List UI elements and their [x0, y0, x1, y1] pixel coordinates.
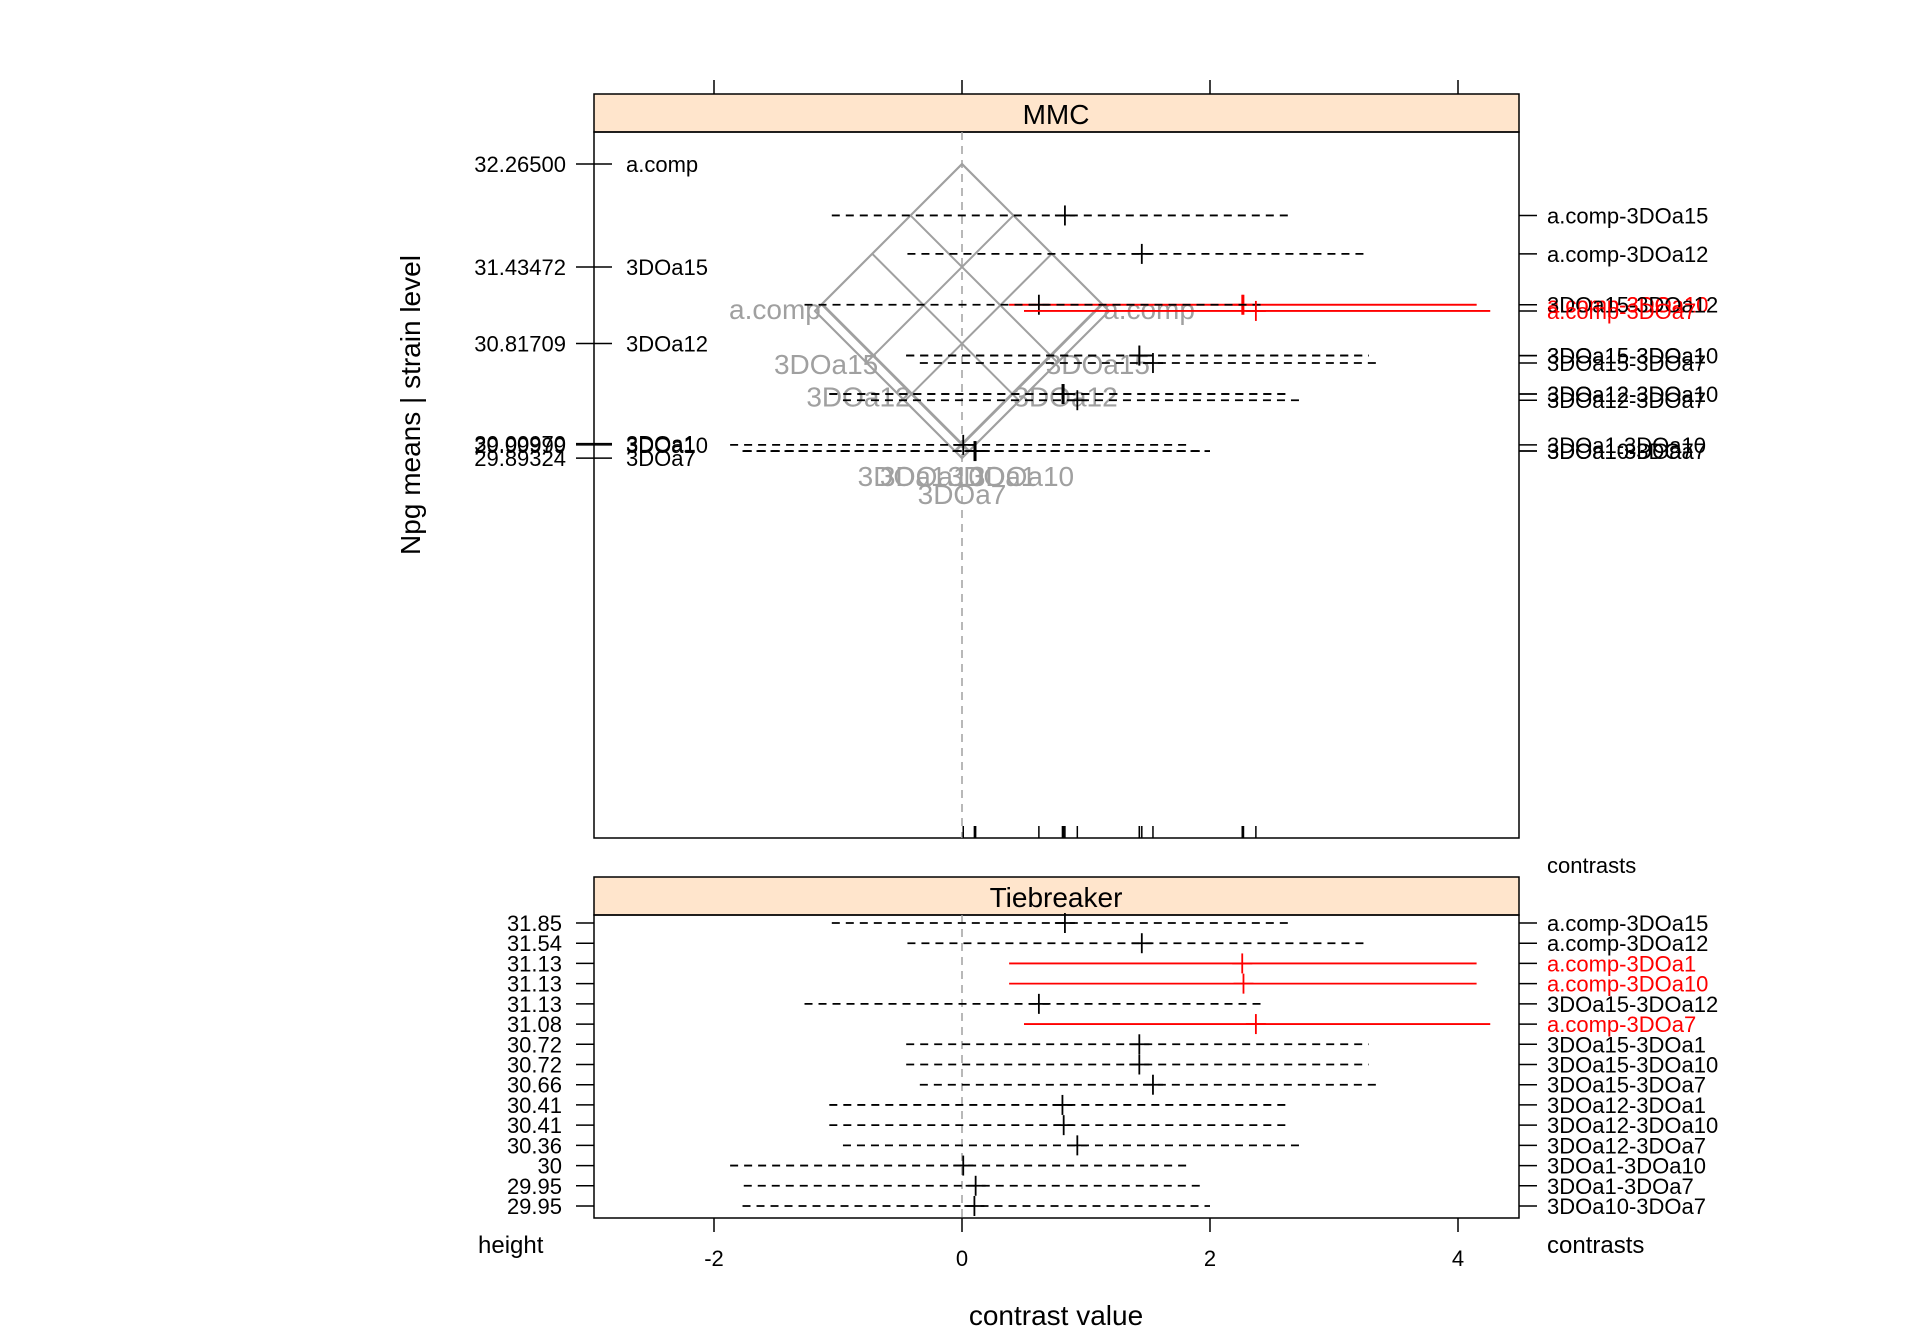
- tiebreaker-height-6: 31.08: [507, 1012, 562, 1037]
- mean-value-2: 31.43472: [474, 255, 566, 280]
- tiebreaker-contrast-name-7: 3DOa15-3DOa1: [1547, 1032, 1706, 1057]
- tiebreaker-height-12: 30.36: [507, 1133, 562, 1158]
- mmc-contrast-name-8: 3DOa15-3DOa10: [1547, 344, 1718, 369]
- mean-label-2: 3DOa15: [626, 255, 708, 280]
- mmc-contrast-name-11: 3DOa12-3DOa10: [1547, 382, 1718, 407]
- tiebreaker-contrast-name-12: 3DOa12-3DOa7: [1547, 1133, 1706, 1158]
- tiebreaker-contrast-name-6: a.comp-3DOa7: [1547, 1012, 1696, 1037]
- mean-value-6: 29.89324: [474, 446, 566, 471]
- mean-label-6: 3DOa7: [626, 446, 696, 471]
- mmc-contrast-name-3: a.comp-3DOa1: [1547, 293, 1696, 318]
- tiebreaker-contrast-name-11: 3DOa12-3DOa10: [1547, 1113, 1718, 1138]
- isomeans-diamond: [813, 162, 1111, 460]
- tiebreaker-panel-title: Tiebreaker: [990, 882, 1123, 913]
- tiebreaker-panel-frame: [593, 914, 1520, 1219]
- diamond-label-1: a.comp: [729, 294, 821, 325]
- mmc-contrast-name-5: 3DOa15-3DOa12: [1547, 293, 1718, 318]
- isomeans-grid-line-2: [909, 214, 1059, 364]
- diamond-label-11: 3DOa7: [918, 479, 1007, 510]
- mmc-contrast-name-15: 3DOa10-3DOa7: [1547, 439, 1706, 464]
- tiebreaker-height-4: 31.13: [507, 972, 562, 997]
- isomeans-grid-line-3: [871, 253, 1020, 402]
- tiebreaker-contrast-name-9: 3DOa15-3DOa7: [1547, 1073, 1706, 1098]
- tiebreaker-height-15: 29.95: [507, 1194, 562, 1219]
- diamond-label-8: 3DOa10: [880, 461, 984, 492]
- tiebreaker-contrast-name-3: a.comp-3DOa1: [1547, 951, 1696, 976]
- tiebreaker-height-11: 30.41: [507, 1113, 562, 1138]
- tiebreaker-height-1: 31.85: [507, 911, 562, 936]
- tiebreaker-height-5: 31.13: [507, 992, 562, 1017]
- mmc-axis: 32.26500 a.comp 31.43472 3DOa15 30.81709 3DOa…: [474, 80, 1718, 838]
- x-tick-label-1: -2: [704, 1246, 724, 1271]
- diamond-label-2: a.comp: [1103, 294, 1195, 325]
- mean-label-1: a.comp: [626, 152, 698, 177]
- mmc-contrast-name-2: a.comp-3DOa12: [1547, 242, 1708, 267]
- tiebreaker-plot-area: [730, 913, 1491, 1218]
- x-tick-label-4: 4: [1452, 1246, 1464, 1271]
- tiebreaker-contrast-name-2: a.comp-3DOa12: [1547, 931, 1708, 956]
- mean-label-5: 3DOa10: [626, 433, 708, 458]
- mmc-strip: [593, 93, 1520, 133]
- x-axis-label: contrast value: [969, 1300, 1143, 1331]
- mean-value-3: 30.81709: [474, 332, 566, 357]
- mmc-contrast-name-12: 3DOa12-3DOa7: [1547, 388, 1706, 413]
- tiebreaker-height-13: 30: [538, 1154, 562, 1179]
- mean-label-4: 3DOa1: [626, 432, 696, 457]
- tiebreaker-contrast-name-10: 3DOa12-3DOa1: [1547, 1093, 1706, 1118]
- tiebreaker-contrast-name-1: a.comp-3DOa15: [1547, 911, 1708, 936]
- mean-value-4: 30.00970: [474, 432, 566, 457]
- x-tick-label-2: 0: [956, 1246, 968, 1271]
- diamond-label-10: 3DOa10: [970, 461, 1074, 492]
- tiebreaker-height-label: height: [478, 1232, 544, 1259]
- diamond-label-3: 3DOa15: [774, 349, 878, 380]
- tiebreaker-height-7: 30.72: [507, 1032, 562, 1057]
- mmc-contrast-name-9: 3DOa15-3DOa7: [1547, 351, 1706, 376]
- isomeans-grid-line-5b: [954, 303, 1104, 453]
- mmc-y-axis-label: Npg means | strain level: [395, 255, 426, 555]
- diamond-label-9: 3DOa1: [948, 461, 1037, 492]
- mmc-contrast-name-10: 3DOa12-3DOa1: [1547, 382, 1706, 407]
- mean-value-1: 32.26500: [474, 152, 566, 177]
- tiebreaker-contrasts-label: contrasts: [1547, 1232, 1644, 1259]
- tiebreaker-height-14: 29.95: [507, 1174, 562, 1199]
- tiebreaker-height-9: 30.66: [507, 1073, 562, 1098]
- mmc-panel-title: MMC: [1023, 99, 1090, 130]
- isomeans-grid-line-5: [820, 303, 970, 453]
- diamond-label-7: 3DOa1: [858, 461, 947, 492]
- isomeans-grid-line-3b: [904, 253, 1053, 402]
- diamond-label-4: 3DOa15: [1046, 349, 1150, 380]
- x-tick-label-3: 2: [1204, 1246, 1216, 1271]
- tiebreaker-contrast-name-14: 3DOa1-3DOa7: [1547, 1174, 1694, 1199]
- mmc-contrasts-label: contrasts: [1547, 853, 1636, 878]
- diamond-label-5: 3DOa12: [806, 382, 910, 413]
- tiebreaker-height-10: 30.41: [507, 1093, 562, 1118]
- tiebreaker-contrast-name-5: 3DOa15-3DOa12: [1547, 992, 1718, 1017]
- diamond-label-6: 3DOa12: [1013, 382, 1117, 413]
- mmc-contrast-name-4: a.comp-3DOa10: [1547, 293, 1708, 318]
- mmc-contrast-name-6: a.comp-3DOa7: [1547, 299, 1696, 324]
- tiebreaker-height-2: 31.54: [507, 931, 562, 956]
- mmc-contrast-name-1: a.comp-3DOa15: [1547, 203, 1708, 228]
- tiebreaker-panel: Tiebreaker 31.85 a.comp-3DOa15 31.54 a.comp…: [507, 876, 1718, 1271]
- mmc-contrast-name-7: 3DOa15-3DOa1: [1547, 344, 1706, 369]
- tiebreaker-contrast-name-15: 3DOa10-3DOa7: [1547, 1194, 1706, 1219]
- tiebreaker-contrast-name-4: a.comp-3DOa10: [1547, 972, 1708, 997]
- mean-label-3: 3DOa12: [626, 332, 708, 357]
- tiebreaker-contrast-name-8: 3DOa15-3DOa10: [1547, 1053, 1718, 1078]
- mean-value-5: 29.99999: [474, 433, 566, 458]
- tiebreaker-height-3: 31.13: [507, 951, 562, 976]
- isomeans-grid-line-2b: [865, 214, 1015, 364]
- mmc-contrast-name-14: 3DOa1-3DOa7: [1547, 439, 1694, 464]
- tiebreaker-contrast-name-13: 3DOa1-3DOa10: [1547, 1154, 1706, 1179]
- tiebreaker-height-8: 30.72: [507, 1053, 562, 1078]
- mmc-panel-frame: [593, 131, 1520, 839]
- mmc-contrast-name-13: 3DOa1-3DOa10: [1547, 433, 1706, 458]
